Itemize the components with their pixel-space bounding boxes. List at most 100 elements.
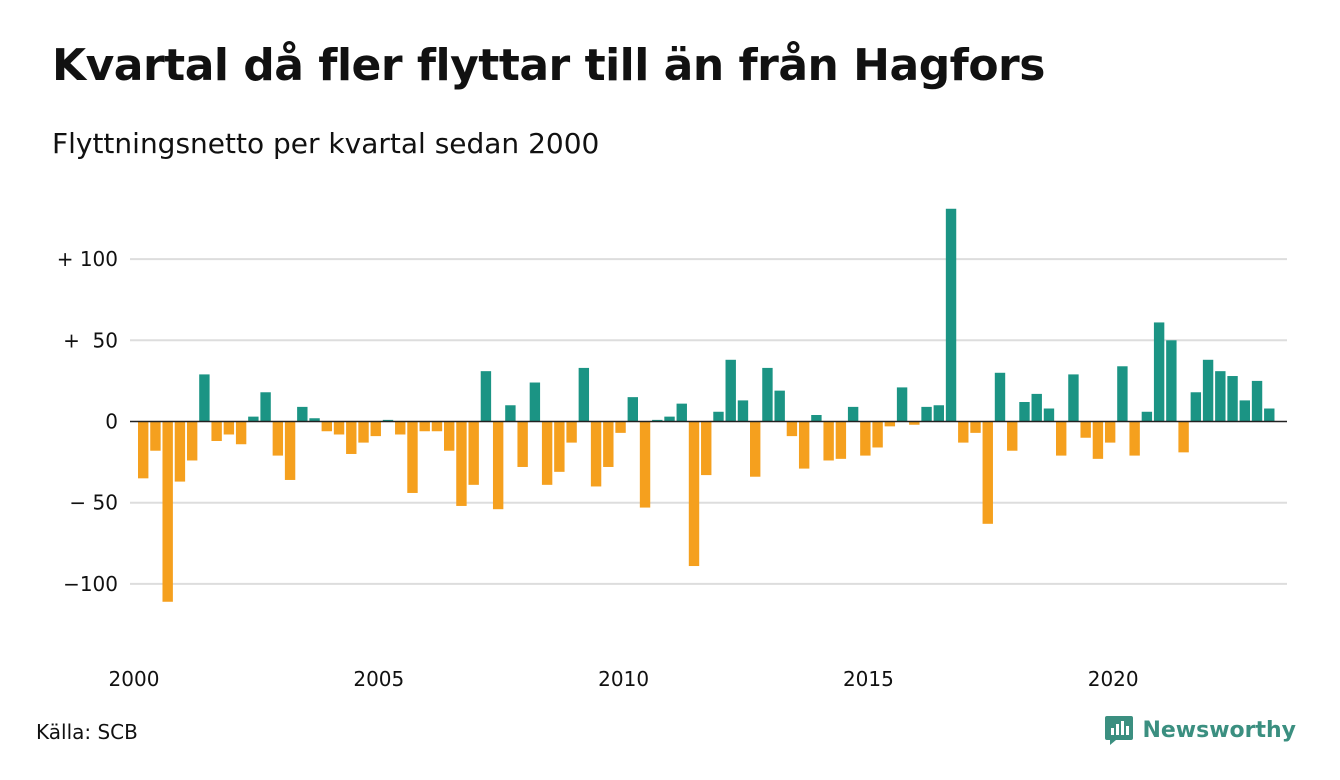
x-axis-labels: 2000 2005 2010 2015 2020 [109, 667, 1139, 691]
bar [811, 415, 822, 422]
bar [1031, 393, 1042, 422]
bar [713, 411, 724, 422]
bar [456, 421, 467, 506]
bar [701, 421, 712, 476]
bar [554, 421, 565, 472]
bar [664, 416, 675, 422]
bar [1068, 374, 1079, 422]
source-note: Källa: SCB [36, 720, 138, 744]
bar [639, 421, 651, 508]
bar [186, 421, 198, 461]
bar [321, 421, 332, 432]
bar [933, 405, 944, 422]
bar [688, 421, 700, 567]
bar [468, 421, 479, 485]
bar [774, 390, 785, 422]
bar [358, 421, 369, 443]
bar [603, 421, 614, 467]
bar [444, 421, 455, 451]
y-axis-labels: + 100 + 50 0 − 50 −100 [57, 247, 118, 596]
bar [1141, 411, 1153, 422]
bar [676, 403, 687, 422]
bar [150, 421, 161, 451]
x-tick-label: 2020 [1088, 667, 1139, 691]
bar [1166, 340, 1177, 422]
bar [737, 400, 749, 422]
bar [382, 419, 394, 422]
bar [847, 406, 859, 422]
bar [578, 367, 590, 422]
bar [1153, 322, 1165, 422]
bar [958, 421, 969, 443]
x-tick-label: 2015 [843, 667, 894, 691]
x-tick-label: 2010 [598, 667, 649, 691]
bar [1007, 421, 1018, 451]
bar [480, 371, 492, 422]
bar [1264, 408, 1275, 422]
bar [1215, 371, 1226, 422]
bar [395, 421, 406, 435]
bar [346, 421, 357, 454]
y-tick-label: − 50 [69, 491, 118, 515]
bar [1117, 366, 1128, 422]
bar [1202, 359, 1214, 422]
bar [750, 421, 761, 477]
bar [407, 421, 418, 493]
bar [835, 421, 847, 459]
y-tick-label: −100 [63, 572, 118, 596]
bar [1227, 376, 1238, 422]
bar [1092, 421, 1104, 459]
bar [762, 367, 773, 422]
x-tick-label: 2005 [353, 667, 404, 691]
bar [1178, 421, 1189, 453]
bar [419, 421, 430, 432]
bar [1056, 421, 1067, 456]
bar [798, 421, 810, 469]
bar [615, 421, 626, 433]
y-tick-label: + 50 [63, 328, 118, 352]
bar [272, 421, 284, 456]
bars [138, 208, 1275, 602]
y-tick-label: + 100 [57, 247, 118, 271]
bar [370, 421, 381, 437]
bar [174, 421, 186, 482]
bar [725, 359, 736, 422]
bar [652, 419, 663, 422]
bar [199, 374, 210, 422]
bar [260, 392, 271, 422]
brand-logo: Newsworthy [1104, 714, 1296, 746]
bar [1251, 380, 1263, 422]
bar [431, 421, 443, 432]
bar [1019, 402, 1030, 422]
bar [541, 421, 553, 485]
bar [945, 208, 957, 422]
bar [1239, 400, 1250, 422]
bar [590, 421, 602, 487]
bar [786, 421, 798, 437]
bar [333, 421, 345, 435]
x-tick-label: 2000 [109, 667, 160, 691]
y-tick-label: 0 [105, 410, 118, 434]
bar [235, 421, 247, 445]
newsworthy-logo-icon [1105, 716, 1134, 745]
bar [872, 421, 883, 448]
bar [627, 397, 638, 422]
bar [860, 421, 871, 456]
bar [138, 421, 149, 479]
bar [823, 421, 834, 461]
bar [162, 421, 173, 602]
bar [223, 421, 235, 435]
grid-lines [130, 258, 1287, 585]
bar [505, 405, 516, 422]
bar [909, 421, 920, 425]
brand-name: Newsworthy [1142, 717, 1296, 743]
bar [248, 416, 259, 422]
bar [211, 421, 222, 441]
bar [884, 421, 896, 427]
bar [297, 406, 308, 422]
bar [994, 372, 1006, 422]
bar [1043, 408, 1055, 422]
bar [566, 421, 577, 443]
bar [492, 421, 504, 510]
chart-title: Kvartal då fler flyttar till än från Hag… [52, 40, 1045, 91]
